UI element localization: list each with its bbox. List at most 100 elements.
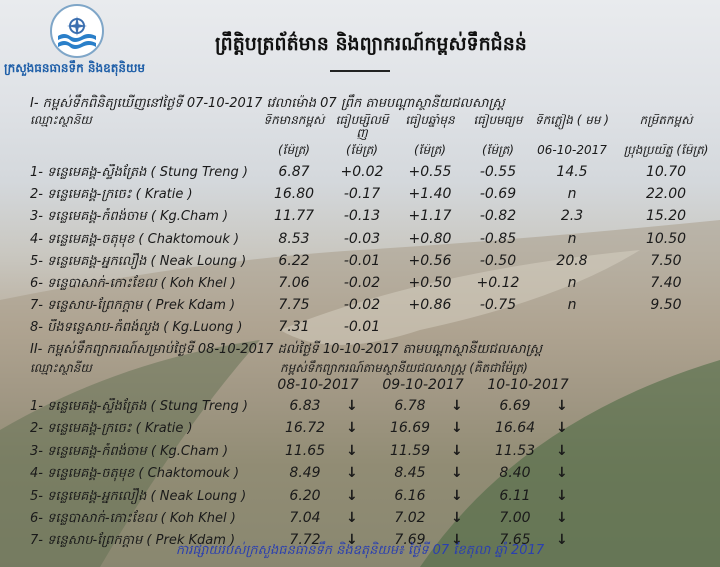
observed-rainfall: n: [567, 230, 577, 247]
ministry-name: ក្រសួងធនធានទឹក និងឧតុនិយម: [4, 61, 146, 75]
observed-vs-yesterday: -0.02: [343, 297, 381, 314]
observed-vs-yesterday: -0.03: [343, 230, 381, 247]
forecast-value: 7.04: [289, 510, 321, 526]
arrow-down-icon: ↓: [556, 398, 568, 414]
forecast-value: 6.20: [289, 487, 321, 504]
column-header: ទឹកភ្លៀង ( មម ): [535, 114, 609, 127]
forecast-station-header: ឈ្មោះស្ថានីយ: [30, 361, 92, 375]
forecast-value: 7.65: [499, 532, 531, 549]
observed-vs-yesterday: -0.01: [343, 252, 381, 269]
observed-vs-average: +0.12: [476, 275, 520, 291]
forecast-value: 16.69: [389, 420, 431, 437]
arrow-down-icon: ↓: [451, 420, 463, 437]
forecast-date-header: 09-10-2017: [382, 377, 464, 393]
arrow-down-icon: ↓: [346, 398, 358, 414]
arrow-down-icon: ↓: [346, 465, 358, 482]
station-name: 5- ទន្លេមេគង្គ-អ្នកលឿង ( Neak Loung ): [30, 253, 247, 269]
station-name: 8- បឹងទន្លេសាប-កំពង់លួង ( Kg.Luong ): [30, 320, 243, 336]
column-subheader: (ម៉ែត្រ): [414, 144, 446, 157]
observed-level: 6.22: [278, 252, 310, 269]
forecast-value: 7.72: [289, 532, 321, 549]
observed-rainfall: n: [567, 297, 577, 314]
observed-alert: 7.50: [650, 252, 682, 269]
forecast-date-header: 10-10-2017: [487, 377, 569, 393]
arrow-down-icon: ↓: [346, 510, 358, 526]
arrow-down-icon: ↓: [556, 420, 568, 437]
station-name: 6- ទន្លេបាសាក់-កោះខែល ( Koh Khel ): [30, 511, 236, 526]
forecast-value: 6.16: [394, 487, 426, 504]
forecast-value: 8.40: [499, 465, 531, 482]
observed-rainfall: 2.3: [560, 208, 584, 225]
observed-level: 8.53: [278, 230, 310, 247]
station-name: 4- ទន្លេមេគង្គ-ចតុមុខ ( Chaktomouk ): [30, 231, 240, 247]
column-subheader: (ម៉ែត្រ): [346, 144, 378, 157]
arrow-down-icon: ↓: [451, 510, 463, 526]
observed-alert: 9.50: [650, 297, 682, 314]
observed-vs-yesterday: -0.13: [343, 208, 381, 225]
observed-heading: I- កម្ពស់ទឹកពិនិត្យឃើញនៅថ្ងៃទី 07-10-201…: [30, 96, 505, 111]
station-name: 1- ទន្លេមេគង្គ-ស្ទឹងត្រែង ( Stung Treng …: [30, 165, 248, 180]
observed-rainfall: n: [567, 186, 577, 203]
ministry-logo-icon: [50, 4, 104, 58]
column-header: ធៀបឆ្នាំមុន: [405, 114, 455, 127]
title-divider: [330, 70, 390, 72]
arrow-down-icon: ↓: [556, 510, 568, 526]
forecast-value: 7.02: [394, 510, 426, 526]
forecast-value: 6.11: [499, 487, 531, 504]
arrow-down-icon: ↓: [556, 532, 568, 549]
observed-vs-average: -0.50: [479, 252, 517, 269]
station-name: 2- ទន្លេមេគង្គ-ក្រចេះ ( Kratie ): [30, 421, 193, 437]
arrow-down-icon: ↓: [346, 487, 358, 504]
forecast-value: 11.59: [389, 442, 431, 459]
observed-alert: 15.20: [645, 208, 687, 225]
arrow-down-icon: ↓: [556, 487, 568, 504]
forecast-value: 6.78: [394, 398, 426, 414]
column-header: ធៀបម្សិលមិញ: [335, 114, 389, 140]
station-name: 4- ទន្លេមេគង្គ-ចតុមុខ ( Chaktomouk ): [30, 466, 240, 482]
arrow-down-icon: ↓: [346, 420, 358, 437]
station-name: 5- ទន្លេមេគង្គ-អ្នកលឿង ( Neak Loung ): [30, 488, 247, 504]
forecast-value: 6.69: [499, 398, 531, 414]
column-subheader: ប្រុងប្រយ័ត្ន (ម៉ែត្រ): [623, 144, 709, 157]
observed-level: 7.75: [278, 297, 310, 314]
observed-level: 11.77: [273, 208, 315, 225]
arrow-down-icon: ↓: [451, 442, 463, 459]
observed-alert: 7.40: [650, 275, 682, 291]
observed-vs-last-year: +0.50: [408, 275, 452, 291]
forecast-value: 11.53: [494, 442, 536, 459]
forecast-heading: II- កម្ពស់ទឹកព្យាករណ៍សម្រាប់ថ្ងៃទី 08-10…: [30, 342, 542, 357]
observed-level: 6.87: [278, 164, 310, 180]
station-name: 2- ទន្លេមេគង្គ-ក្រចេះ ( Kratie ): [30, 187, 193, 203]
arrow-down-icon: ↓: [346, 442, 358, 459]
observed-rainfall: 14.5: [556, 164, 588, 180]
observed-vs-last-year: +1.40: [408, 186, 452, 203]
observed-vs-last-year: +0.55: [408, 164, 452, 180]
arrow-down-icon: ↓: [346, 532, 358, 549]
column-subheader: (ម៉ែត្រ): [278, 144, 310, 157]
forecast-value: 16.72: [284, 420, 326, 437]
column-header: កម្រិតកម្ពស់: [639, 114, 693, 127]
observed-rainfall: 20.8: [556, 252, 588, 269]
observed-vs-yesterday: -0.01: [343, 319, 381, 336]
station-name: 3- ទន្លេមេគង្គ-កំពង់ចាម ( Kg.Cham ): [30, 443, 229, 459]
station-name: 3- ទន្លេមេគង្គ-កំពង់ចាម ( Kg.Cham ): [30, 209, 229, 225]
observed-vs-yesterday: -0.17: [343, 186, 381, 203]
observed-rainfall: n: [567, 275, 577, 291]
observed-vs-average: -0.69: [479, 186, 517, 203]
column-header: ទឹកមានកម្ពស់: [263, 114, 325, 127]
arrow-down-icon: ↓: [451, 532, 463, 549]
arrow-down-icon: ↓: [451, 398, 463, 414]
forecast-value: 6.83: [289, 398, 321, 414]
forecast-value: 11.65: [284, 442, 326, 459]
forecast-value: 8.45: [394, 465, 426, 482]
forecast-value: 7.00: [499, 510, 531, 526]
observed-alert: 22.00: [645, 186, 687, 203]
forecast-date-header: 08-10-2017: [277, 377, 359, 393]
observed-level: 7.06: [278, 275, 310, 291]
observed-level: 16.80: [273, 186, 315, 203]
column-subheader: (ម៉ែត្រ): [482, 144, 514, 157]
column-subheader: 06-10-2017: [537, 144, 607, 157]
column-header: ឈ្មោះស្ថានីយ: [30, 114, 92, 127]
footer-publication-note: ការផ្សាយរបស់ក្រសួងធនធានទឹក និងឧតុនិយម៖ ថ…: [175, 543, 545, 558]
observed-vs-last-year: +1.17: [408, 208, 452, 225]
